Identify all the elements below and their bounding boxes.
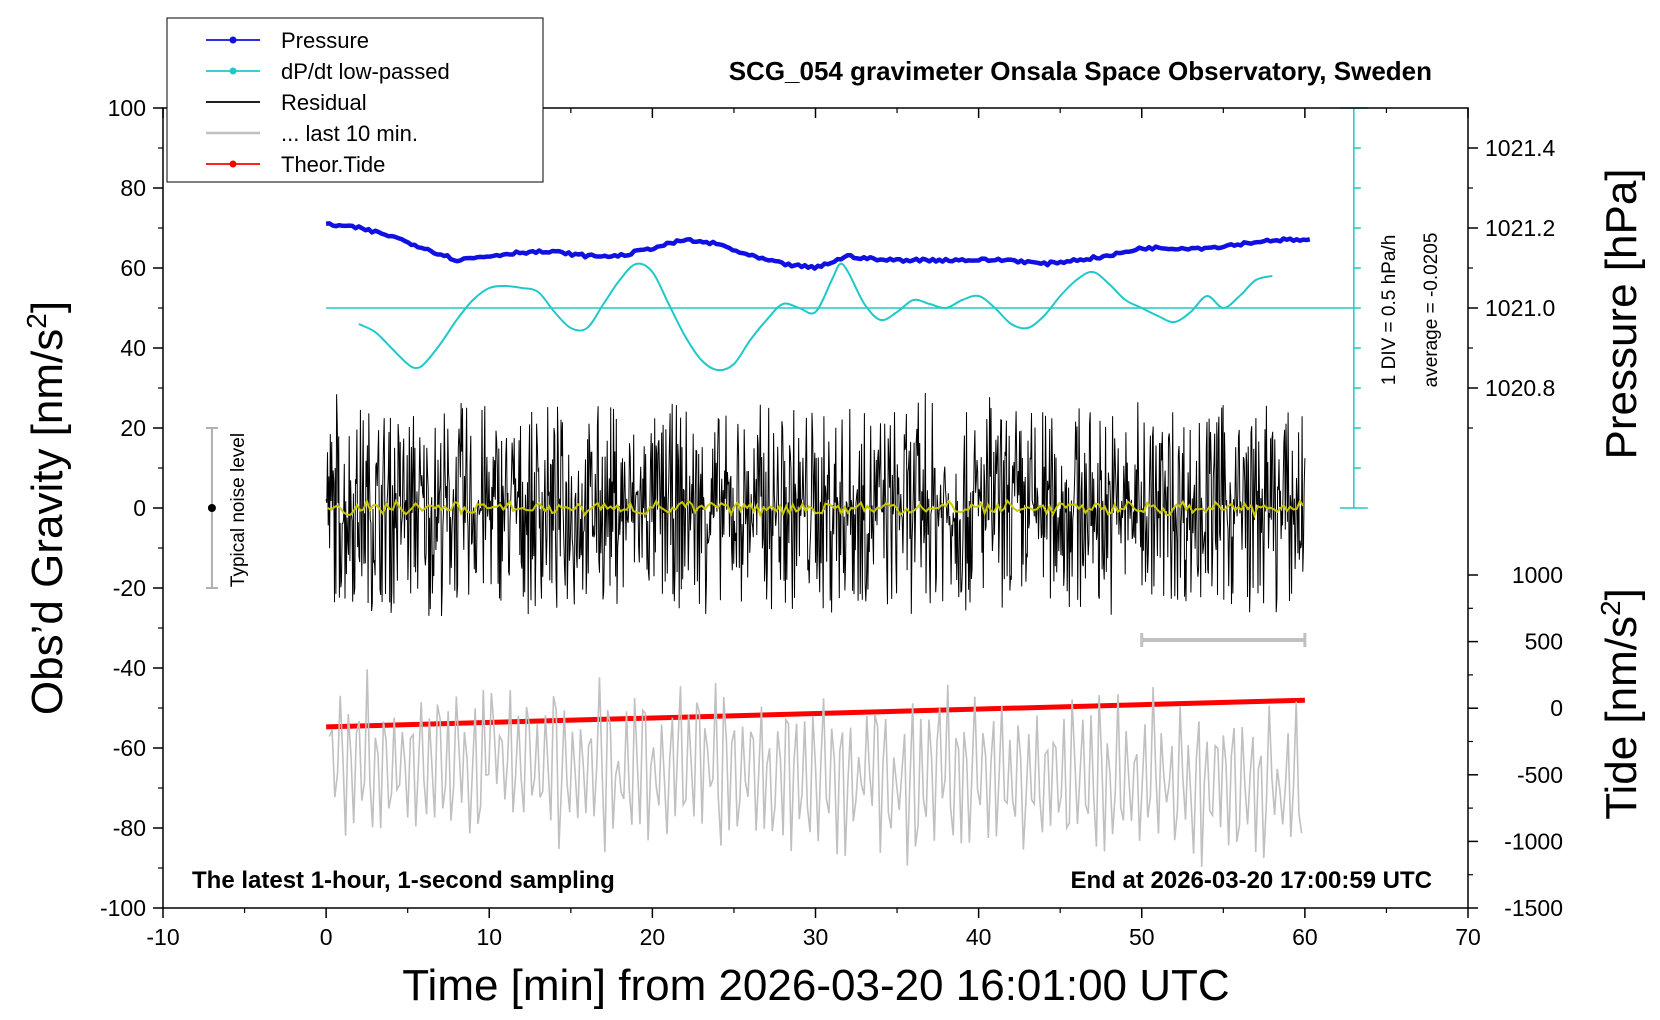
series-dpdt — [358, 262, 1273, 372]
pressure-tick-label: 1021.4 — [1485, 135, 1556, 161]
legend-marker — [229, 67, 237, 75]
y-tick-label: -60 — [113, 735, 146, 761]
y-tick-label: -80 — [113, 815, 146, 841]
y-tick-label: -20 — [113, 575, 146, 601]
axes-layer: -10 0 10 20 30 40 50 60 70-100-80-60-40-20020406… — [100, 95, 1563, 950]
pressure-tick-label: 1021.0 — [1485, 295, 1555, 321]
x-tick-label: 40 — [966, 924, 992, 950]
series-theor-tide — [326, 697, 1305, 730]
x-tick-label: 0 — [320, 924, 333, 950]
pressure-tick-label: 1021.2 — [1485, 215, 1555, 241]
note-end-time: End at 2026-03-20 17:00:59 UTC — [1071, 867, 1433, 894]
y-tick-label: 80 — [120, 175, 146, 201]
tide-tick-label: 1000 — [1512, 562, 1563, 588]
legend: Pressure dP/dt low-passed Residual ... last… — [166, 17, 544, 183]
data-layer — [205, 107, 1368, 867]
legend-label: Pressure — [281, 28, 369, 53]
x-tick-label: -10 — [146, 924, 179, 950]
tide-tick-label: 0 — [1550, 695, 1563, 721]
note-latest-hour: The latest 1-hour, 1-second sampling — [192, 867, 615, 894]
legend-label: Theor.Tide — [281, 152, 385, 177]
y-axis-label-tide: Tide [nm/s2] — [1595, 588, 1646, 820]
y-label-gravity-sup: 2 — [21, 313, 52, 329]
y-tick-label: 40 — [120, 335, 146, 361]
y-tick-label: 20 — [120, 415, 146, 441]
tide-tick-label: -500 — [1517, 762, 1563, 788]
tide-tick-label: 500 — [1525, 629, 1563, 655]
tide-tick-label: -1500 — [1504, 895, 1563, 921]
y-tick-label: 0 — [133, 495, 146, 521]
x-axis-label: Time [min] from 2026-03-20 16:01:00 UTC — [402, 961, 1229, 1010]
y-tick-label: -100 — [100, 895, 146, 921]
y-label-gravity-suffix: ] — [23, 301, 72, 313]
y-tick-label: 60 — [120, 255, 146, 281]
series-last-10-min — [328, 669, 1303, 867]
series-pressure — [325, 221, 1311, 271]
y-axis-label-gravity: Obs’d Gravity [nm/s2] — [21, 301, 72, 715]
chart-title: SCG_054 gravimeter Onsala Space Observat… — [729, 56, 1432, 86]
y-tick-label: -40 — [113, 655, 146, 681]
legend-box — [166, 17, 544, 183]
pressure-tick-label: 1020.8 — [1485, 375, 1555, 401]
y-label-tide-suffix: ] — [1597, 588, 1646, 600]
x-tick-label: 60 — [1292, 924, 1318, 950]
legend-marker — [229, 160, 237, 168]
series-residual-smoothed — [327, 498, 1305, 519]
x-tick-label: 30 — [803, 924, 829, 950]
scale-average-label: average = -0.0205 — [1421, 233, 1442, 388]
scale-div-label: 1 DIV = 0.5 hPa/h — [1379, 235, 1400, 386]
legend-label: Residual — [281, 90, 367, 115]
tide-tick-label: -1000 — [1504, 828, 1563, 854]
y-label-gravity-prefix: Obs’d Gravity [nm/s — [23, 329, 72, 715]
series-residual — [325, 392, 1306, 617]
noise-bar-center — [207, 504, 216, 512]
legend-label: dP/dt low-passed — [281, 59, 450, 84]
y-tick-label: 100 — [108, 95, 146, 121]
y-label-tide-sup: 2 — [1595, 600, 1626, 616]
x-tick-label: 50 — [1129, 924, 1155, 950]
noise-level-label: Typical noise level — [228, 433, 249, 587]
x-tick-label: 20 — [640, 924, 666, 950]
x-tick-label: 70 — [1455, 924, 1481, 950]
legend-label: ... last 10 min. — [281, 121, 418, 146]
y-axis-label-pressure: Pressure [hPa] — [1597, 168, 1646, 459]
x-tick-label: 10 — [476, 924, 502, 950]
legend-marker — [229, 36, 237, 44]
y-label-tide-prefix: Tide [nm/s — [1597, 616, 1646, 820]
